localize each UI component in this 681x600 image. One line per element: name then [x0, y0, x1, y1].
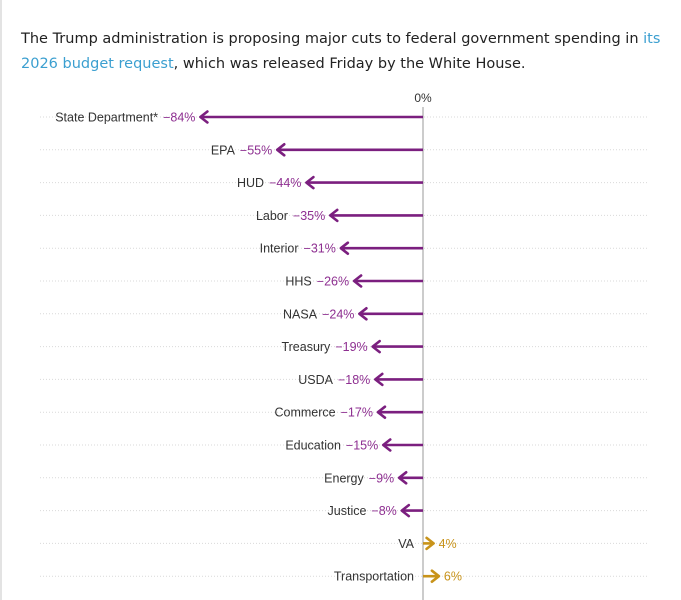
bar-row: 4% VA [398, 536, 457, 551]
chart-marks: −84% State Department* −55% EPA −44% HUD −35% L… [55, 110, 462, 584]
value-label: −19% [335, 340, 367, 354]
value-label: −31% [304, 242, 336, 256]
value-label: −17% [341, 406, 373, 420]
category-label: HHS [285, 275, 311, 289]
category-label: Interior [260, 242, 299, 256]
value-label: 4% [439, 537, 457, 551]
category-label: Energy [324, 471, 364, 485]
bar-row: 6% Transportation [334, 569, 462, 584]
intro-text-end: , which was released Friday by the White… [173, 55, 526, 72]
value-label: −8% [371, 504, 396, 518]
value-label: −18% [338, 373, 370, 387]
bar-row: −9% Energy [324, 471, 423, 485]
value-label: 6% [444, 570, 462, 584]
bar-row: −31% Interior [260, 241, 423, 256]
zero-axis-label: 0% [414, 91, 432, 105]
bar-row: −84% State Department* [55, 110, 423, 125]
page-border [0, 0, 2, 600]
arrow-head [371, 339, 381, 354]
bar-row: −44% HUD [237, 175, 423, 190]
arrow-head [339, 241, 350, 255]
arrow-head [381, 438, 392, 452]
category-label: NASA [283, 307, 318, 321]
category-label: HUD [237, 176, 264, 190]
bar-row: −19% Treasury [281, 339, 423, 354]
category-label: Treasury [281, 340, 331, 354]
intro-paragraph: The Trump administration is proposing ma… [21, 27, 661, 77]
category-label: VA [398, 537, 414, 551]
category-label: State Department* [55, 111, 158, 125]
category-label: EPA [211, 143, 236, 157]
arrow-head [199, 110, 209, 124]
arrow-head [400, 503, 411, 518]
bar-row: −17% Commerce [274, 405, 423, 420]
bar-row: −24% NASA [283, 307, 423, 321]
arrow-head [358, 307, 368, 321]
bar-row: −15% Education [285, 438, 423, 453]
value-label: −84% [163, 111, 195, 125]
value-label: −35% [293, 209, 325, 223]
category-label: Education [285, 439, 341, 453]
value-label: −9% [369, 471, 394, 485]
category-label: Commerce [274, 406, 335, 420]
category-label: USDA [298, 373, 333, 387]
arrow-head [275, 143, 286, 157]
value-label: −26% [317, 275, 349, 289]
value-label: −55% [240, 143, 272, 157]
bar-row: −8% Justice [328, 503, 423, 518]
arrow-head [328, 208, 339, 223]
arrow-head [374, 372, 384, 387]
value-label: −24% [322, 307, 354, 321]
value-label: −15% [346, 439, 378, 453]
arrow-head [352, 274, 363, 288]
bar-row: −18% USDA [298, 372, 423, 387]
arrow-head [305, 175, 315, 190]
bar-row: −26% HHS [285, 274, 423, 289]
arrow-head [397, 471, 408, 485]
value-label: −44% [269, 176, 301, 190]
arrow-head [430, 569, 441, 583]
arrow-head [425, 536, 435, 551]
budget-request-link[interactable]: its 2026 budget request [21, 30, 661, 72]
category-label: Justice [328, 504, 367, 518]
intro-text: The Trump administration is proposing ma… [21, 30, 644, 47]
category-label: Transportation [334, 570, 414, 584]
bar-row: −35% Labor [256, 208, 423, 223]
category-label: Labor [256, 209, 288, 223]
bar-row: −55% EPA [211, 143, 423, 157]
arrow-head [376, 405, 387, 419]
